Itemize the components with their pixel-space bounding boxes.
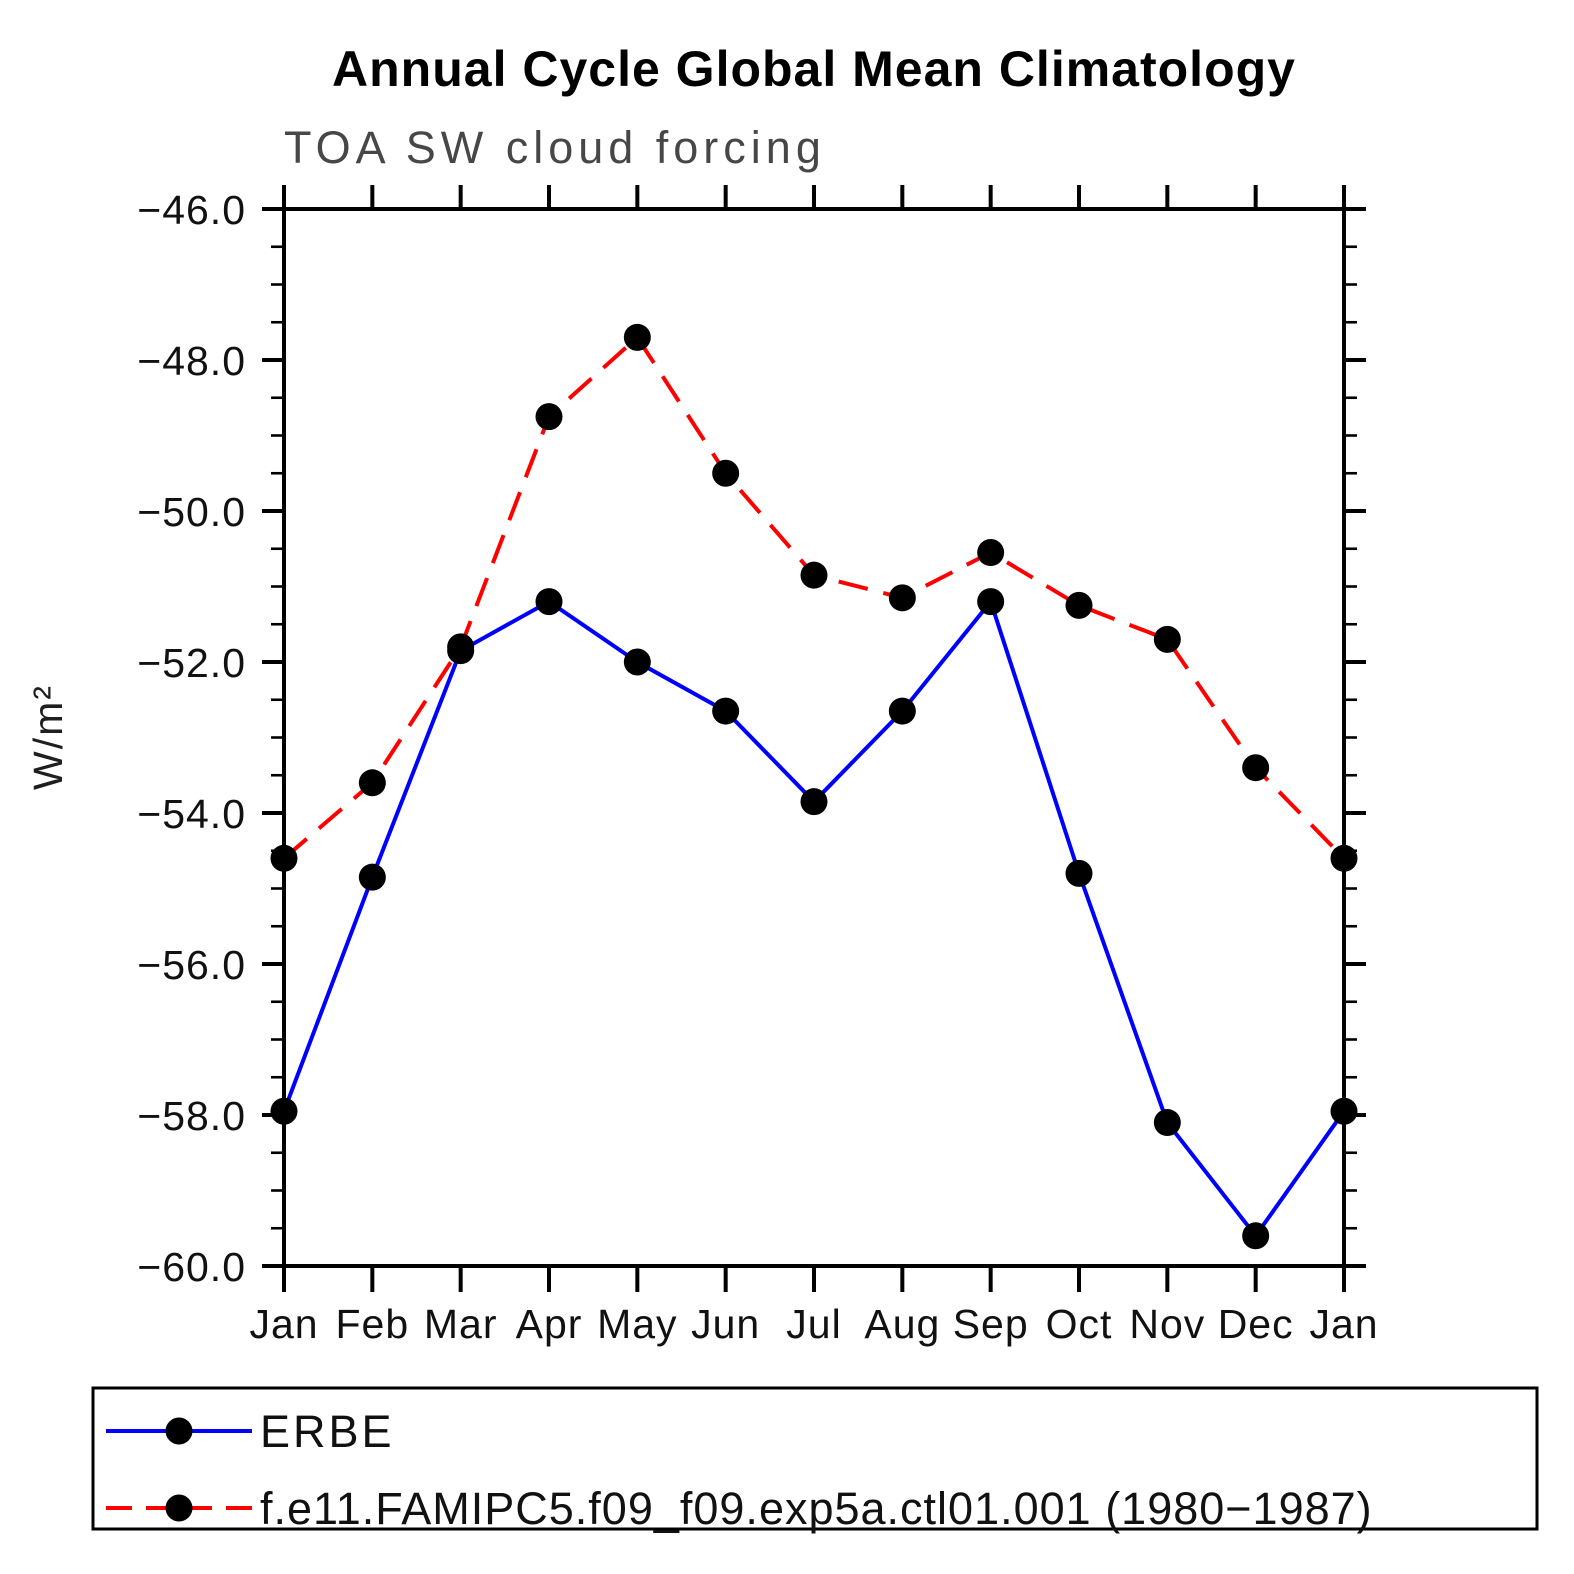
series-1-marker: [888, 584, 916, 612]
series-1-marker: [623, 323, 651, 351]
y-tick-label: −60.0: [137, 1244, 246, 1290]
series-0-marker: [623, 648, 651, 676]
series-0-marker: [358, 863, 386, 891]
x-tick-label: Jan: [1309, 1301, 1378, 1347]
series-1-line: [282, 334, 1346, 860]
plot-border: [282, 207, 1346, 1268]
legend-label-model: f.e11.FAMIPC5.f09_f09.exp5a.ctl01.001 (1…: [260, 1483, 1373, 1534]
legend-label-erbe: ERBE: [260, 1406, 395, 1457]
series-1-marker: [270, 844, 298, 872]
y-tick-label: −46.0: [137, 187, 246, 233]
legend-marker-dot: [165, 1494, 193, 1522]
series-1-marker: [535, 403, 563, 431]
chart-title: Annual Cycle Global Mean Climatology: [332, 41, 1296, 97]
x-tick-label: Dec: [1218, 1301, 1294, 1347]
x-tick-label: Feb: [336, 1301, 410, 1347]
y-tick-label: −48.0: [137, 338, 246, 384]
y-tick-label: −56.0: [137, 942, 246, 988]
series-1-marker: [712, 459, 740, 487]
plot-frame: [282, 207, 1346, 1268]
series-0-marker: [712, 697, 740, 725]
x-tick-label: Oct: [1046, 1301, 1113, 1347]
legend-marker-dot: [165, 1417, 193, 1445]
x-tick-label: May: [597, 1301, 677, 1347]
x-tick-label: Jan: [249, 1301, 318, 1347]
legend-box: [91, 1386, 1539, 1531]
series-1-marker: [1065, 591, 1093, 619]
legend: ERBE f.e11.FAMIPC5.f09_f09.exp5a.ctl01.0…: [91, 1386, 1539, 1534]
series-0-marker: [977, 588, 1005, 616]
series-1-marker: [1153, 625, 1181, 653]
y-tick-label: −52.0: [137, 640, 246, 686]
legend-item-model: f.e11.FAMIPC5.f09_f09.exp5a.ctl01.001 (1…: [106, 1483, 1373, 1534]
series-1-marker: [358, 769, 386, 797]
series-1-marker: [800, 561, 828, 589]
series-0-marker: [1065, 859, 1093, 887]
series-0-marker: [1242, 1222, 1270, 1250]
series-0-marker: [1153, 1109, 1181, 1137]
series-0-line: [282, 597, 1346, 1240]
series-0-marker: [270, 1097, 298, 1125]
x-tick-label: Mar: [424, 1301, 498, 1347]
y-axis-label: W/m²: [25, 684, 71, 790]
series-0-marker: [1330, 1097, 1358, 1125]
y-tick-label: −58.0: [137, 1093, 246, 1139]
series-1-marker: [447, 633, 475, 661]
x-tick-label: Jun: [691, 1301, 760, 1347]
x-tick-label: Sep: [953, 1301, 1029, 1347]
x-tick-label: Aug: [864, 1301, 940, 1347]
y-tick-label: −50.0: [137, 489, 246, 535]
series-0-marker: [800, 788, 828, 816]
axis-tick-labels: Jan Feb Mar Apr May Jun Jul Aug Sep Oct Nov Dec Jan−…: [137, 187, 1378, 1347]
x-tick-label: Nov: [1129, 1301, 1205, 1347]
x-tick-label: Apr: [516, 1301, 583, 1347]
series-0-marker: [888, 697, 916, 725]
chart-subtitle: TOA SW cloud forcing: [284, 122, 826, 173]
legend-item-erbe: ERBE: [106, 1406, 395, 1457]
series-1-marker: [977, 539, 1005, 567]
series-1-marker: [1330, 844, 1358, 872]
data-series: [270, 323, 1358, 1250]
x-tick-label: Jul: [786, 1301, 841, 1347]
series-0-marker: [535, 588, 563, 616]
series-1-marker: [1242, 754, 1270, 782]
y-tick-label: −54.0: [137, 791, 246, 837]
